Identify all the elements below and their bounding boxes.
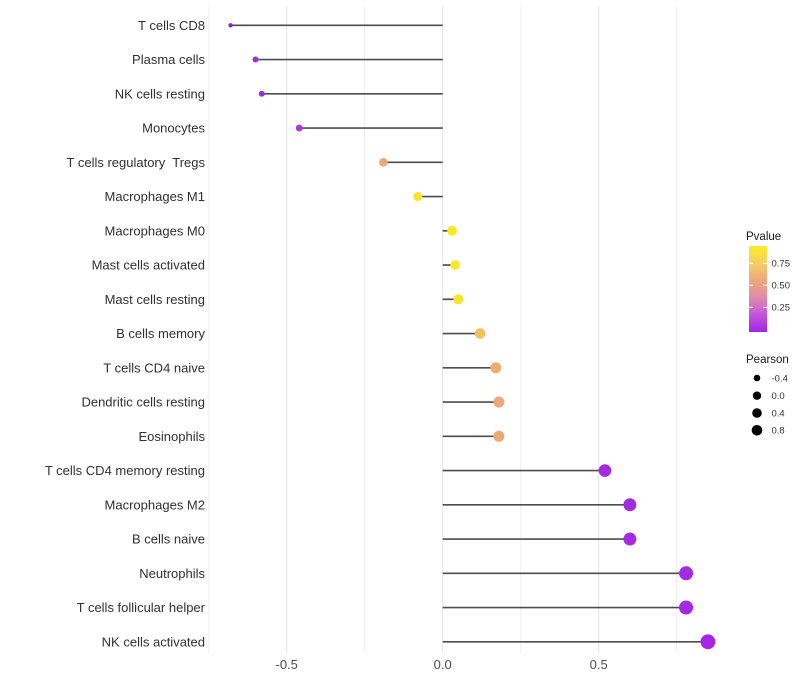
pvalue-tick-label: 0.25 (772, 303, 791, 314)
category-label: Neutrophils (139, 566, 205, 581)
pvalue-legend-title: Pvalue (746, 231, 781, 243)
category-label: T cells regulatory Tregs (67, 155, 206, 170)
lollipop-dot (453, 294, 464, 305)
lollipop-dot (493, 396, 505, 408)
gridlines (208, 6, 678, 653)
pearson-legend-label: -0.4 (772, 373, 788, 384)
category-label: Mast cells resting (105, 292, 205, 307)
lollipop-dot (474, 328, 486, 339)
category-label: B cells memory (116, 326, 205, 341)
category-label: Eosinophils (139, 429, 206, 444)
category-label: Dendritic cells resting (81, 395, 205, 410)
pearson-legend-dot (752, 408, 762, 418)
category-label: B cells naive (132, 532, 205, 547)
category-label: Mast cells activated (92, 258, 205, 273)
pvalue-colorbar (749, 246, 767, 332)
lollipop-dot (598, 464, 612, 477)
pvalue-colorbar-ticks: 0.75 0.50 0.25 (749, 259, 790, 314)
lollipop-dot (623, 532, 637, 546)
lollipop-dot (623, 498, 637, 512)
category-label: Macrophages M0 (105, 223, 205, 238)
category-label: NK cells resting (115, 86, 205, 101)
pearson-size-legend: -0.4 0.0 0.4 0.8 (751, 373, 788, 437)
category-label: T cells follicular helper (77, 600, 206, 615)
lollipop-dot (493, 430, 505, 442)
legend: Pvalue 0.75 0.50 0.25 Pearson -0.4 0.0 0.4 0.… (746, 231, 790, 437)
category-label: NK cells activated (102, 634, 205, 649)
category-label: T cells CD8 (138, 18, 205, 33)
lollipop-dot (679, 566, 694, 581)
category-label: Plasma cells (132, 52, 205, 67)
category-label: T cells CD4 memory resting (45, 463, 205, 478)
x-tick-label: 0.5 (590, 657, 608, 672)
pvalue-tick-label: 0.50 (772, 281, 791, 292)
lollipop-dot (252, 56, 259, 63)
x-axis-labels: -0.5 0.0 0.5 (275, 657, 607, 672)
y-axis-labels: T cells CD8 Plasma cells NK cells resting M… (45, 18, 206, 649)
lollipop-dot (413, 192, 423, 202)
pearson-legend-dot (752, 391, 762, 400)
lollipop-dot (450, 260, 461, 270)
category-label: T cells CD4 naive (103, 360, 205, 375)
lollipop-dot (490, 362, 502, 374)
pearson-legend-label: 0.0 (772, 391, 785, 402)
category-label: Macrophages M1 (105, 189, 205, 204)
category-label: Macrophages M2 (105, 497, 205, 512)
x-tick-label: 0.0 (434, 657, 452, 672)
pearson-legend-label: 0.4 (772, 408, 785, 419)
x-tick-label: -0.5 (275, 657, 297, 672)
lollipop-dot (379, 158, 388, 167)
category-label: Monocytes (142, 121, 205, 136)
pearson-legend-dot (753, 374, 761, 382)
lollipop-dot (447, 225, 457, 236)
lollipops (228, 23, 716, 650)
lollipop-dot (258, 90, 265, 97)
lollipop-dot (700, 634, 716, 650)
pearson-legend-dot (751, 425, 763, 436)
lollipop-dot (228, 23, 233, 28)
pearson-legend-label: 0.8 (772, 426, 785, 437)
lollipop-dot (679, 600, 694, 615)
pvalue-tick-label: 0.75 (772, 259, 791, 270)
lollipop-dot (295, 124, 303, 132)
pearson-legend-title: Pearson (746, 354, 789, 366)
